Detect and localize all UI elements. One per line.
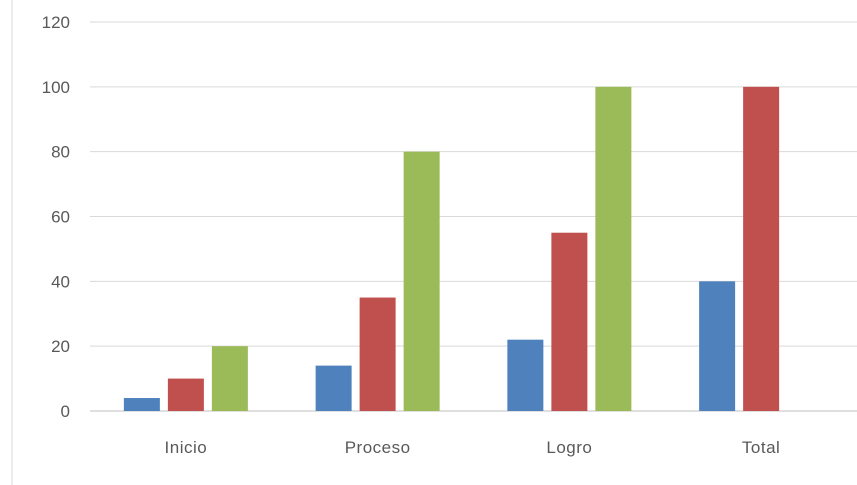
y-tick-label: 100 xyxy=(42,78,70,97)
x-category-label-logro: Logro xyxy=(546,438,592,457)
bar-proceso-series-2 xyxy=(359,297,396,411)
bar-total-series-2 xyxy=(743,86,780,411)
bar-logro-series-1 xyxy=(507,339,544,411)
x-category-label-inicio: Inicio xyxy=(165,438,208,457)
y-tick-label: 80 xyxy=(51,143,70,162)
bar-proceso-series-1 xyxy=(315,365,352,411)
bar-inicio-series-2 xyxy=(167,378,204,411)
x-category-label-proceso: Proceso xyxy=(345,438,411,457)
y-tick-label: 60 xyxy=(51,208,70,227)
bars xyxy=(123,86,780,411)
x-category-label-total: Total xyxy=(742,438,780,457)
y-tick-label: 20 xyxy=(51,337,70,356)
gridlines xyxy=(90,21,857,412)
y-tick-label: 120 xyxy=(42,13,70,32)
bar-inicio-series-3 xyxy=(211,346,248,411)
y-axis-tick-labels: 0 20 40 60 80 100 120 xyxy=(42,13,70,421)
bar-logro-series-3 xyxy=(595,86,632,411)
bar-proceso-series-3 xyxy=(403,151,440,411)
bar-logro-series-2 xyxy=(551,232,588,411)
bar-inicio-series-1 xyxy=(123,398,160,411)
x-axis-category-labels: Inicio Proceso Logro Total xyxy=(165,438,780,457)
y-tick-label: 40 xyxy=(51,272,70,291)
y-tick-label: 0 xyxy=(61,402,70,421)
bar-total-series-1 xyxy=(699,281,736,411)
